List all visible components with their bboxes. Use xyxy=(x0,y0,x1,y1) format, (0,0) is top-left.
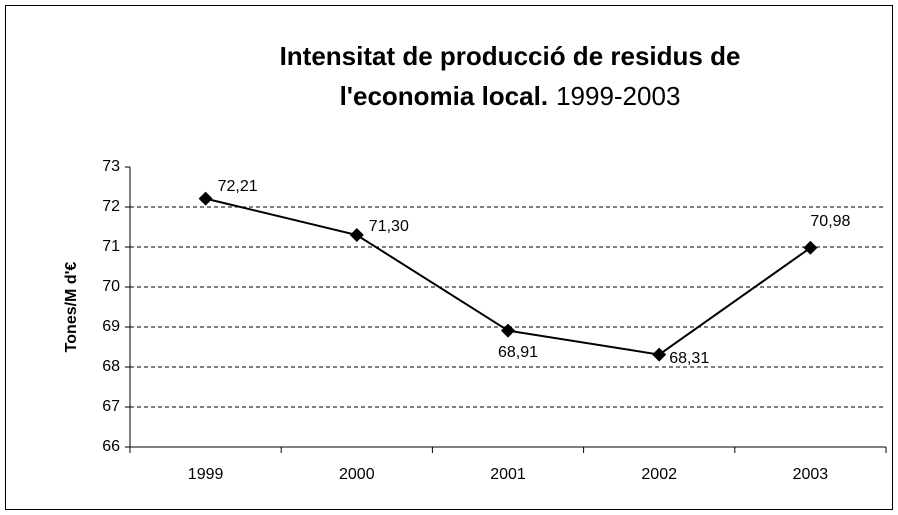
marker xyxy=(652,347,667,362)
y-tick-label: 66 xyxy=(102,438,120,455)
x-tick-label: 2000 xyxy=(339,466,375,483)
marker xyxy=(349,228,364,242)
chart-border xyxy=(5,5,893,510)
chart-title: Intensitat de producció de residus de xyxy=(280,41,741,71)
x-tick-label: 2003 xyxy=(793,466,829,483)
x-tick-label: 2001 xyxy=(490,466,526,483)
y-tick-label: 70 xyxy=(102,278,120,295)
y-tick-label: 73 xyxy=(102,158,120,175)
chart-title: l'economia local. xyxy=(340,81,548,111)
x-tick-label: 2002 xyxy=(641,466,677,483)
y-tick-label: 72 xyxy=(102,198,120,215)
y-tick-label: 69 xyxy=(102,318,120,335)
marker xyxy=(501,323,515,338)
x-tick-label: 1999 xyxy=(188,466,224,483)
data-label: 68,31 xyxy=(669,350,709,367)
data-label: 68,91 xyxy=(498,344,538,361)
data-label: 72,21 xyxy=(218,178,258,195)
chart-subtitle: 1999-2003 xyxy=(556,81,680,111)
y-tick-label: 68 xyxy=(102,358,120,375)
data-label: 70,98 xyxy=(810,213,850,230)
y-axis-label: Tones/M d'€ xyxy=(63,262,80,353)
marker xyxy=(198,191,213,206)
data-label: 71,30 xyxy=(369,218,409,235)
y-tick-label: 67 xyxy=(102,398,120,415)
chart-title-line: l'economia local. 1999-2003 xyxy=(340,81,681,111)
marker xyxy=(803,240,818,255)
y-tick-label: 71 xyxy=(102,238,120,255)
